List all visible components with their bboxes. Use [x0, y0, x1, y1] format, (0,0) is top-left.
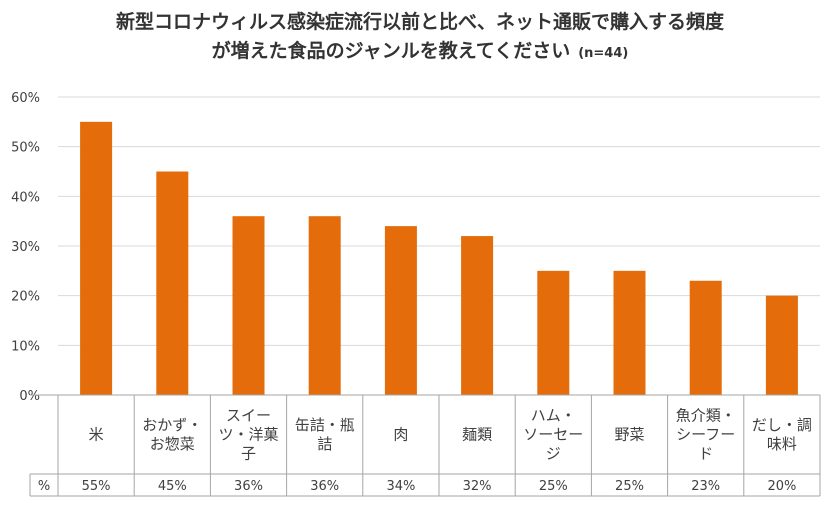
bar — [80, 121, 113, 395]
y-tick-label: 30% — [11, 240, 40, 255]
chart-title-line2: が増えた食品のジャンルを教えてください (n=44) — [0, 37, 840, 68]
category-label: おかず・お惣菜 — [142, 416, 202, 453]
category-label: 缶詰・瓶詰 — [295, 416, 355, 453]
category-label: 野菜 — [614, 426, 644, 444]
y-axis-ticks: 0% 10% 20% 30% 40% 50% 60% — [11, 91, 40, 404]
y-tick-label: 10% — [11, 339, 40, 354]
category-label-line: 野菜 — [614, 426, 644, 444]
category-label-line: 味料 — [767, 435, 797, 453]
bar — [689, 280, 722, 395]
bar — [537, 270, 570, 395]
value-label: 34% — [386, 479, 415, 494]
category-label-line: 肉 — [393, 426, 408, 444]
chart-title: 新型コロナウィルス感染症流行以前と比べ、ネット通販で購入する頻度 が増えた食品の… — [0, 8, 840, 68]
category-label-line: だし・調 — [752, 416, 812, 434]
value-label: 25% — [615, 479, 644, 494]
bar — [384, 226, 417, 395]
y-tick-label: 40% — [11, 190, 40, 205]
chart-title-line2-text: が増えた食品のジャンルを教えてください — [211, 40, 571, 62]
category-label-line: 麺類 — [462, 426, 492, 444]
category-label-line: ド — [698, 445, 713, 463]
value-label: 23% — [691, 479, 720, 494]
category-label-line: ソーセー — [523, 426, 583, 444]
bar — [232, 216, 265, 395]
category-label-line: 缶詰・瓶 — [295, 416, 355, 434]
category-label-line: ジ — [546, 445, 561, 463]
category-label-line: スイー — [226, 407, 271, 425]
category-label: 肉 — [393, 426, 408, 444]
category-label-line: 詰 — [317, 435, 332, 453]
category-label-line: ハム・ — [531, 407, 576, 425]
category-label-line: 米 — [89, 426, 104, 444]
category-label-line: シーフー — [676, 426, 735, 444]
category-label: ハム・ソーセージ — [523, 407, 583, 463]
bars — [80, 121, 798, 395]
bar — [461, 236, 494, 395]
bar — [613, 270, 646, 395]
value-label: 20% — [767, 479, 796, 494]
bar — [156, 171, 189, 395]
bar — [765, 295, 798, 395]
category-label: 魚介類・シーフード — [676, 407, 736, 463]
data-table: % 米 55% おかず・お惣菜 45% スイーツ・洋菓子 36% 缶詰・瓶詰 36% 肉 34% 麺類… — [29, 394, 821, 497]
value-label: 32% — [463, 479, 492, 494]
category-label-line: ツ・洋菓 — [218, 426, 278, 444]
y-tick-label: 60% — [11, 91, 40, 106]
value-label: 25% — [539, 479, 568, 494]
category-label: 米 — [89, 426, 104, 444]
y-tick-label: 50% — [11, 141, 40, 156]
value-label: 36% — [234, 479, 263, 494]
category-label-line: 子 — [241, 445, 256, 463]
y-tick-label: 20% — [11, 290, 40, 305]
category-label: だし・調味料 — [752, 416, 812, 453]
value-label: 45% — [158, 479, 187, 494]
bar — [308, 216, 341, 395]
category-label: 麺類 — [462, 426, 492, 444]
value-label: 36% — [310, 479, 339, 494]
value-label: 55% — [82, 479, 111, 494]
y-tick-label: 0% — [19, 389, 40, 404]
category-label: スイーツ・洋菓子 — [218, 407, 278, 463]
category-label-line: おかず・ — [142, 416, 202, 434]
table-row-label: % — [38, 479, 50, 494]
chart-title-line1: 新型コロナウィルス感染症流行以前と比べ、ネット通販で購入する頻度 — [115, 11, 724, 33]
category-label-line: お惣菜 — [150, 435, 195, 453]
category-label-line: 魚介類・ — [676, 407, 736, 425]
sample-size: (n=44) — [578, 46, 629, 61]
